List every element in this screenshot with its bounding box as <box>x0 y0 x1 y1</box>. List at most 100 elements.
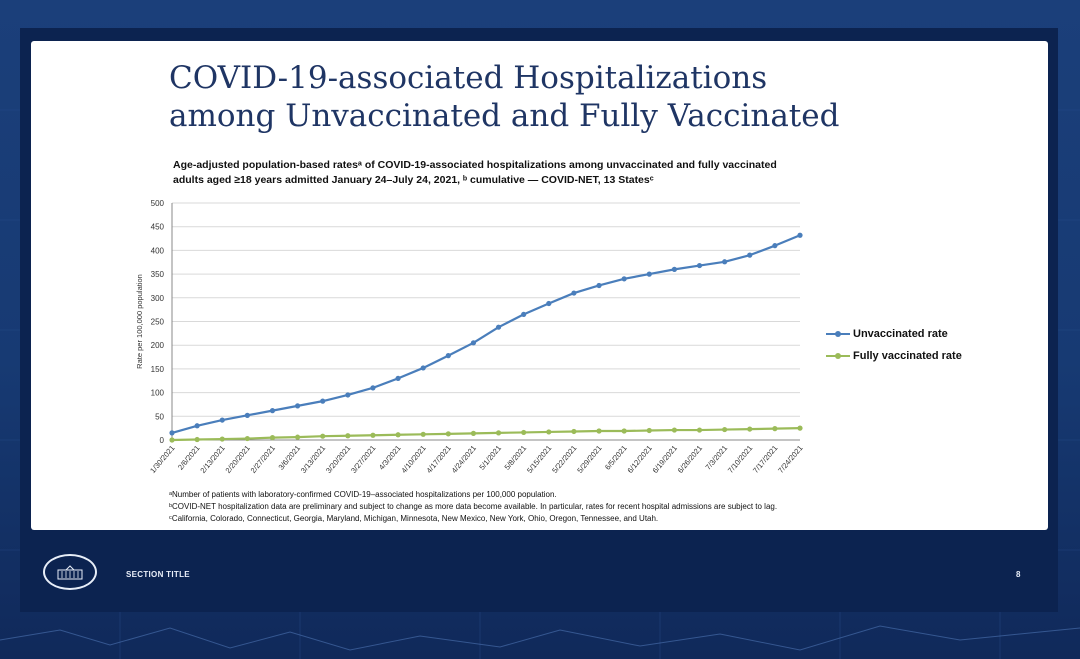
slide-footer: SECTION TITLE 8 <box>20 538 1058 612</box>
chart-legend: Unvaccinated rate Fully vaccinated rate <box>826 323 962 367</box>
data-point-vaccinated <box>722 426 728 433</box>
y-tick-label: 0 <box>160 436 165 445</box>
legend-item-unvaccinated: Unvaccinated rate <box>826 323 962 345</box>
slide-title-line-2: among Unvaccinated and Fully Vaccinated <box>169 98 840 134</box>
chart-subtitle-line-2: adults aged ≥18 years admitted January 2… <box>173 174 654 186</box>
footnote-b: ᵇCOVID-NET hospitalization data are prel… <box>169 502 778 511</box>
data-point-unvaccinated <box>546 300 552 307</box>
data-point-unvaccinated <box>445 353 451 359</box>
data-point-unvaccinated <box>671 266 678 272</box>
data-point-unvaccinated <box>169 430 175 436</box>
data-point-vaccinated <box>646 427 652 434</box>
x-tick-label: 3/6/2021 <box>276 444 302 472</box>
data-point-vaccinated <box>244 435 250 442</box>
data-point-vaccinated <box>345 433 351 439</box>
y-tick-label: 400 <box>151 246 165 255</box>
data-point-unvaccinated <box>219 417 225 423</box>
data-point-unvaccinated <box>521 311 527 317</box>
x-tick-label: 6/5/2021 <box>603 444 629 472</box>
legend-label-vaccinated: Fully vaccinated rate <box>853 350 962 362</box>
data-point-vaccinated <box>546 429 552 435</box>
data-point-unvaccinated <box>194 423 200 429</box>
data-point-vaccinated <box>671 427 678 433</box>
x-tick-label: 2/27/2021 <box>249 444 277 475</box>
data-point-unvaccinated <box>797 232 803 238</box>
data-point-unvaccinated <box>295 403 301 409</box>
slide: COVID-19-associated Hospitalizations amo… <box>31 41 1048 530</box>
page-number: 8 <box>1016 570 1021 579</box>
y-tick-label: 300 <box>151 294 165 303</box>
footnotes: ᵃNumber of patients with laboratory-conf… <box>169 489 777 525</box>
data-point-unvaccinated <box>571 290 577 296</box>
x-tick-label: 4/17/2021 <box>425 444 453 475</box>
y-tick-label: 150 <box>151 365 165 374</box>
series-line-vaccinated <box>171 427 801 442</box>
x-tick-label: 2/20/2021 <box>224 444 252 475</box>
y-tick-label: 450 <box>151 223 165 232</box>
x-tick-label: 1/30/2021 <box>148 444 176 475</box>
data-point-unvaccinated <box>395 375 401 381</box>
data-point-unvaccinated <box>696 262 703 269</box>
legend-item-vaccinated: Fully vaccinated rate <box>826 345 962 367</box>
x-tick-label: 6/12/2021 <box>625 444 653 475</box>
data-point-vaccinated <box>395 432 401 438</box>
data-point-unvaccinated <box>320 398 326 404</box>
x-tick-label: 7/24/2021 <box>776 444 804 475</box>
x-tick-label: 2/6/2021 <box>176 444 202 472</box>
data-point-unvaccinated <box>370 385 376 391</box>
x-tick-label: 6/19/2021 <box>651 444 679 475</box>
data-point-unvaccinated <box>244 412 250 418</box>
x-tick-label: 4/3/2021 <box>377 444 403 472</box>
data-point-vaccinated <box>445 431 451 437</box>
series-line-unvaccinated <box>171 234 801 434</box>
slide-title-line-1: COVID-19-associated Hospitalizations <box>169 60 768 96</box>
x-tick-label: 7/3/2021 <box>704 444 730 472</box>
x-tick-label: 3/20/2021 <box>324 444 352 475</box>
x-tick-label: 3/13/2021 <box>299 444 327 475</box>
data-point-vaccinated <box>772 426 778 432</box>
data-point-vaccinated <box>194 436 200 443</box>
data-point-vaccinated <box>571 428 577 435</box>
data-point-vaccinated <box>320 433 326 439</box>
chart-subtitle: Age-adjusted population-based ratesᵃ of … <box>173 158 873 188</box>
data-point-vaccinated <box>521 429 527 436</box>
data-point-unvaccinated <box>470 340 477 346</box>
x-tick-label: 5/15/2021 <box>525 444 553 475</box>
legend-label-unvaccinated: Unvaccinated rate <box>853 328 948 340</box>
x-tick-label: 3/27/2021 <box>349 444 377 475</box>
data-point-vaccinated <box>420 431 426 437</box>
data-point-unvaccinated <box>269 408 276 414</box>
x-tick-label: 4/10/2021 <box>399 444 427 475</box>
legend-swatch-unvaccinated <box>826 329 850 339</box>
y-tick-label: 500 <box>151 199 165 208</box>
data-point-unvaccinated <box>772 243 778 249</box>
data-point-unvaccinated <box>596 282 602 289</box>
y-tick-label: 100 <box>151 389 165 398</box>
x-tick-label: 4/24/2021 <box>450 444 478 475</box>
y-tick-label: 200 <box>151 341 165 350</box>
x-tick-label: 2/13/2021 <box>198 444 226 475</box>
x-tick-label: 7/10/2021 <box>726 444 754 475</box>
x-tick-label: 6/26/2021 <box>676 444 704 475</box>
y-tick-label: 50 <box>155 412 164 421</box>
data-point-unvaccinated <box>646 271 652 277</box>
footnote-c: ᶜCalifornia, Colorado, Connecticut, Geor… <box>169 514 659 523</box>
slide-title: COVID-19-associated Hospitalizations amo… <box>169 59 969 135</box>
data-point-unvaccinated <box>747 252 753 258</box>
data-point-unvaccinated <box>621 276 627 282</box>
data-point-unvaccinated <box>722 259 728 265</box>
data-point-vaccinated <box>621 428 627 434</box>
x-tick-label: 7/17/2021 <box>751 444 779 475</box>
footnote-a: ᵃNumber of patients with laboratory-conf… <box>169 490 557 499</box>
x-tick-label: 5/8/2021 <box>503 444 529 472</box>
white-house-seal-icon <box>43 554 97 590</box>
data-point-vaccinated <box>797 425 803 431</box>
data-point-vaccinated <box>219 436 225 442</box>
x-tick-label: 5/22/2021 <box>550 444 578 475</box>
data-point-vaccinated <box>370 432 376 438</box>
data-point-vaccinated <box>169 437 175 443</box>
y-tick-label: 350 <box>151 270 165 279</box>
chart-subtitle-line-1: Age-adjusted population-based ratesᵃ of … <box>173 159 777 171</box>
